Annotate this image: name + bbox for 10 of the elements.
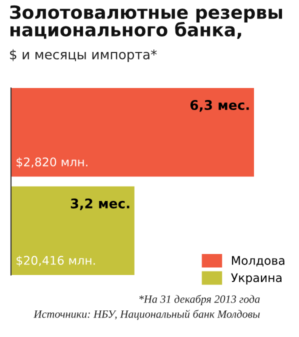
annotation: $20,416 млн. (16, 256, 95, 266)
data-label: 6,3 мес. (190, 100, 249, 112)
annotation: $2,820 млн. (16, 157, 88, 168)
legend-label: Молдова (232, 256, 284, 266)
text: *На 31 декабря 2013 года (139, 294, 260, 306)
legend-label: Украина (231, 273, 282, 284)
data-label: 3,2 мес. (70, 198, 130, 210)
chart-title: Золотовалютные резервы национального банка, (10, 5, 282, 39)
chart-subtitle: $ и месяцы импорта* (10, 49, 157, 62)
text: Источники: НБУ, Национальный банк Молдовы (34, 310, 260, 320)
